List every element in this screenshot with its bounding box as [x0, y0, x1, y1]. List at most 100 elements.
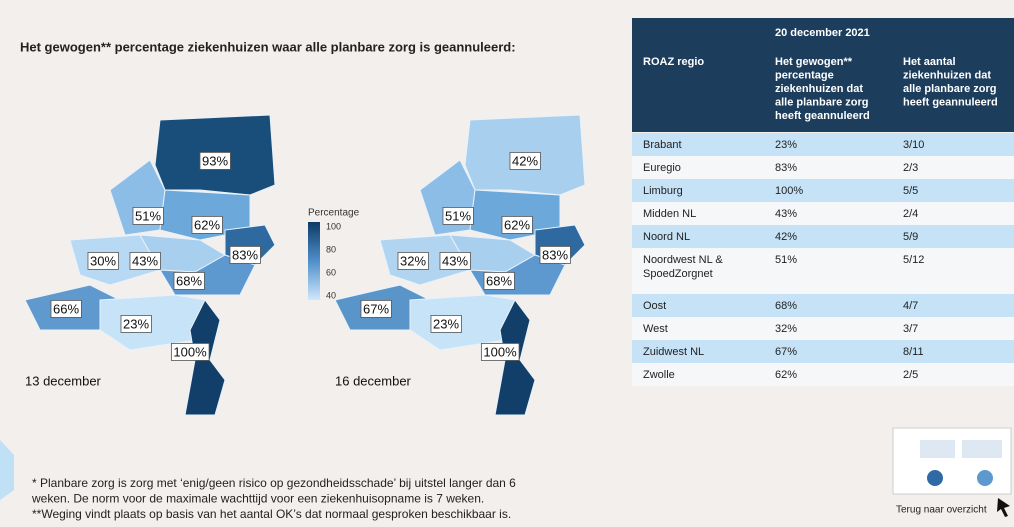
cell: 5/9	[903, 231, 918, 243]
footnote: weken. De norm voor de maximale wachttij…	[31, 492, 484, 506]
region-label-box	[199, 152, 231, 170]
cell: 62%	[775, 369, 797, 381]
region-name: Noord NL	[643, 231, 690, 243]
region-label-box	[229, 246, 261, 264]
cell: 100%	[775, 185, 803, 197]
column-header: Het gewogen**	[775, 56, 853, 68]
thumb-part	[927, 470, 943, 486]
region-label: 23%	[123, 316, 149, 331]
table-row	[632, 156, 1014, 179]
map: 93% 51% 62% 83% 30% 43% 68% 66% 23% 100%	[24, 114, 276, 416]
cursor	[997, 498, 1010, 517]
region-label-box	[442, 207, 474, 225]
region-label-box	[129, 252, 161, 270]
thumb-part	[962, 440, 1002, 458]
region-name: Oost	[643, 300, 666, 312]
table: 20 december 2021 ROAZ regio Het gewogen**p…	[632, 18, 1014, 386]
column-header: heeft geannuleerd	[775, 110, 870, 122]
table-row	[632, 225, 1014, 248]
table-row	[632, 248, 1014, 294]
region-label-box	[191, 216, 223, 234]
legend-tick: 60	[326, 267, 336, 277]
region-label: 66%	[53, 301, 79, 316]
region-label-box	[509, 152, 541, 170]
cell: 51%	[775, 254, 797, 266]
region-name: Midden NL	[643, 208, 696, 220]
cell: 2/3	[903, 162, 918, 174]
region-label-box	[501, 216, 533, 234]
column-header: ziekenhuizen dat	[903, 69, 991, 81]
column-header: alle planbare zorg	[775, 96, 869, 108]
cell: 67%	[775, 346, 797, 358]
region-label-box	[539, 246, 571, 264]
region-label: 83%	[232, 247, 258, 262]
cell: 32%	[775, 323, 797, 335]
thumbnail[interactable]: Terug naar overzicht	[892, 427, 1012, 517]
region-label: 43%	[442, 253, 468, 268]
thumb-part	[977, 470, 993, 486]
region-name: West	[643, 323, 668, 335]
region-label-box	[483, 272, 515, 290]
table-row	[632, 133, 1014, 156]
region-label: 93%	[202, 153, 228, 168]
region-label-box	[170, 343, 210, 361]
region-label-box	[439, 252, 471, 270]
legend-tick: 80	[326, 244, 336, 254]
column-header: alle planbare zorg	[903, 83, 997, 95]
table-row	[632, 202, 1014, 225]
region-label-box	[50, 300, 82, 318]
cell: 2/4	[903, 208, 918, 220]
decor	[0, 440, 14, 500]
region-label: 30%	[90, 253, 116, 268]
legend-tick: 100	[326, 221, 341, 231]
region-label: 62%	[504, 217, 530, 232]
map: 42% 51% 62% 83% 32% 43% 68% 67% 23% 100%	[334, 114, 586, 416]
table-row	[632, 363, 1014, 386]
map-caption: 13 december	[25, 373, 102, 388]
region-name: Brabant	[643, 139, 682, 151]
region-name: Zuidwest NL	[643, 346, 704, 358]
table-row	[632, 179, 1014, 202]
region-label: 83%	[542, 247, 568, 262]
cell: 23%	[775, 139, 797, 151]
cell: 3/10	[903, 139, 924, 151]
cell: 83%	[775, 162, 797, 174]
region-name: SpoedZorgnet	[643, 268, 713, 280]
cell: 43%	[775, 208, 797, 220]
column-header: percentage	[775, 69, 834, 81]
region-label: 100%	[483, 344, 517, 359]
table-row	[632, 317, 1014, 340]
region-label: 68%	[176, 273, 202, 288]
column-header: ziekenhuizen dat	[775, 83, 863, 95]
region-label: 23%	[433, 316, 459, 331]
cell: 8/11	[903, 346, 924, 358]
table-row	[632, 340, 1014, 363]
thumbnail-frame[interactable]	[892, 427, 1012, 495]
legend-title: Percentage	[308, 208, 360, 219]
title: Het gewogen** percentage ziekenhuizen wa…	[20, 39, 516, 54]
region-label: 100%	[173, 344, 207, 359]
region-label: 62%	[194, 217, 220, 232]
region-label: 67%	[363, 301, 389, 316]
footnotes: * Planbare zorg is zorg met ‘enig/geen r…	[31, 476, 516, 521]
column-header: heeft geannuleerd	[903, 96, 998, 108]
region-name: Limburg	[643, 185, 683, 197]
legend-bar	[308, 222, 320, 300]
table-header	[632, 18, 1014, 132]
footnote: **Weging vindt plaats op basis van het a…	[32, 507, 511, 521]
region-name: Zwolle	[643, 369, 675, 381]
region-label-box	[173, 272, 205, 290]
map-caption: 16 december	[335, 373, 412, 388]
legend: Percentage	[308, 208, 360, 300]
table-row	[632, 294, 1014, 317]
cell: 4/7	[903, 300, 918, 312]
region-name: Euregio	[643, 162, 681, 174]
region-label-box	[397, 252, 429, 270]
column-header: ROAZ regio	[643, 56, 704, 68]
region-name: Noordwest NL &	[643, 254, 723, 266]
region-label-box	[120, 315, 152, 333]
cell: 2/5	[903, 369, 918, 381]
back-link[interactable]: Terug naar overzicht	[896, 505, 987, 516]
cell: 68%	[775, 300, 797, 312]
